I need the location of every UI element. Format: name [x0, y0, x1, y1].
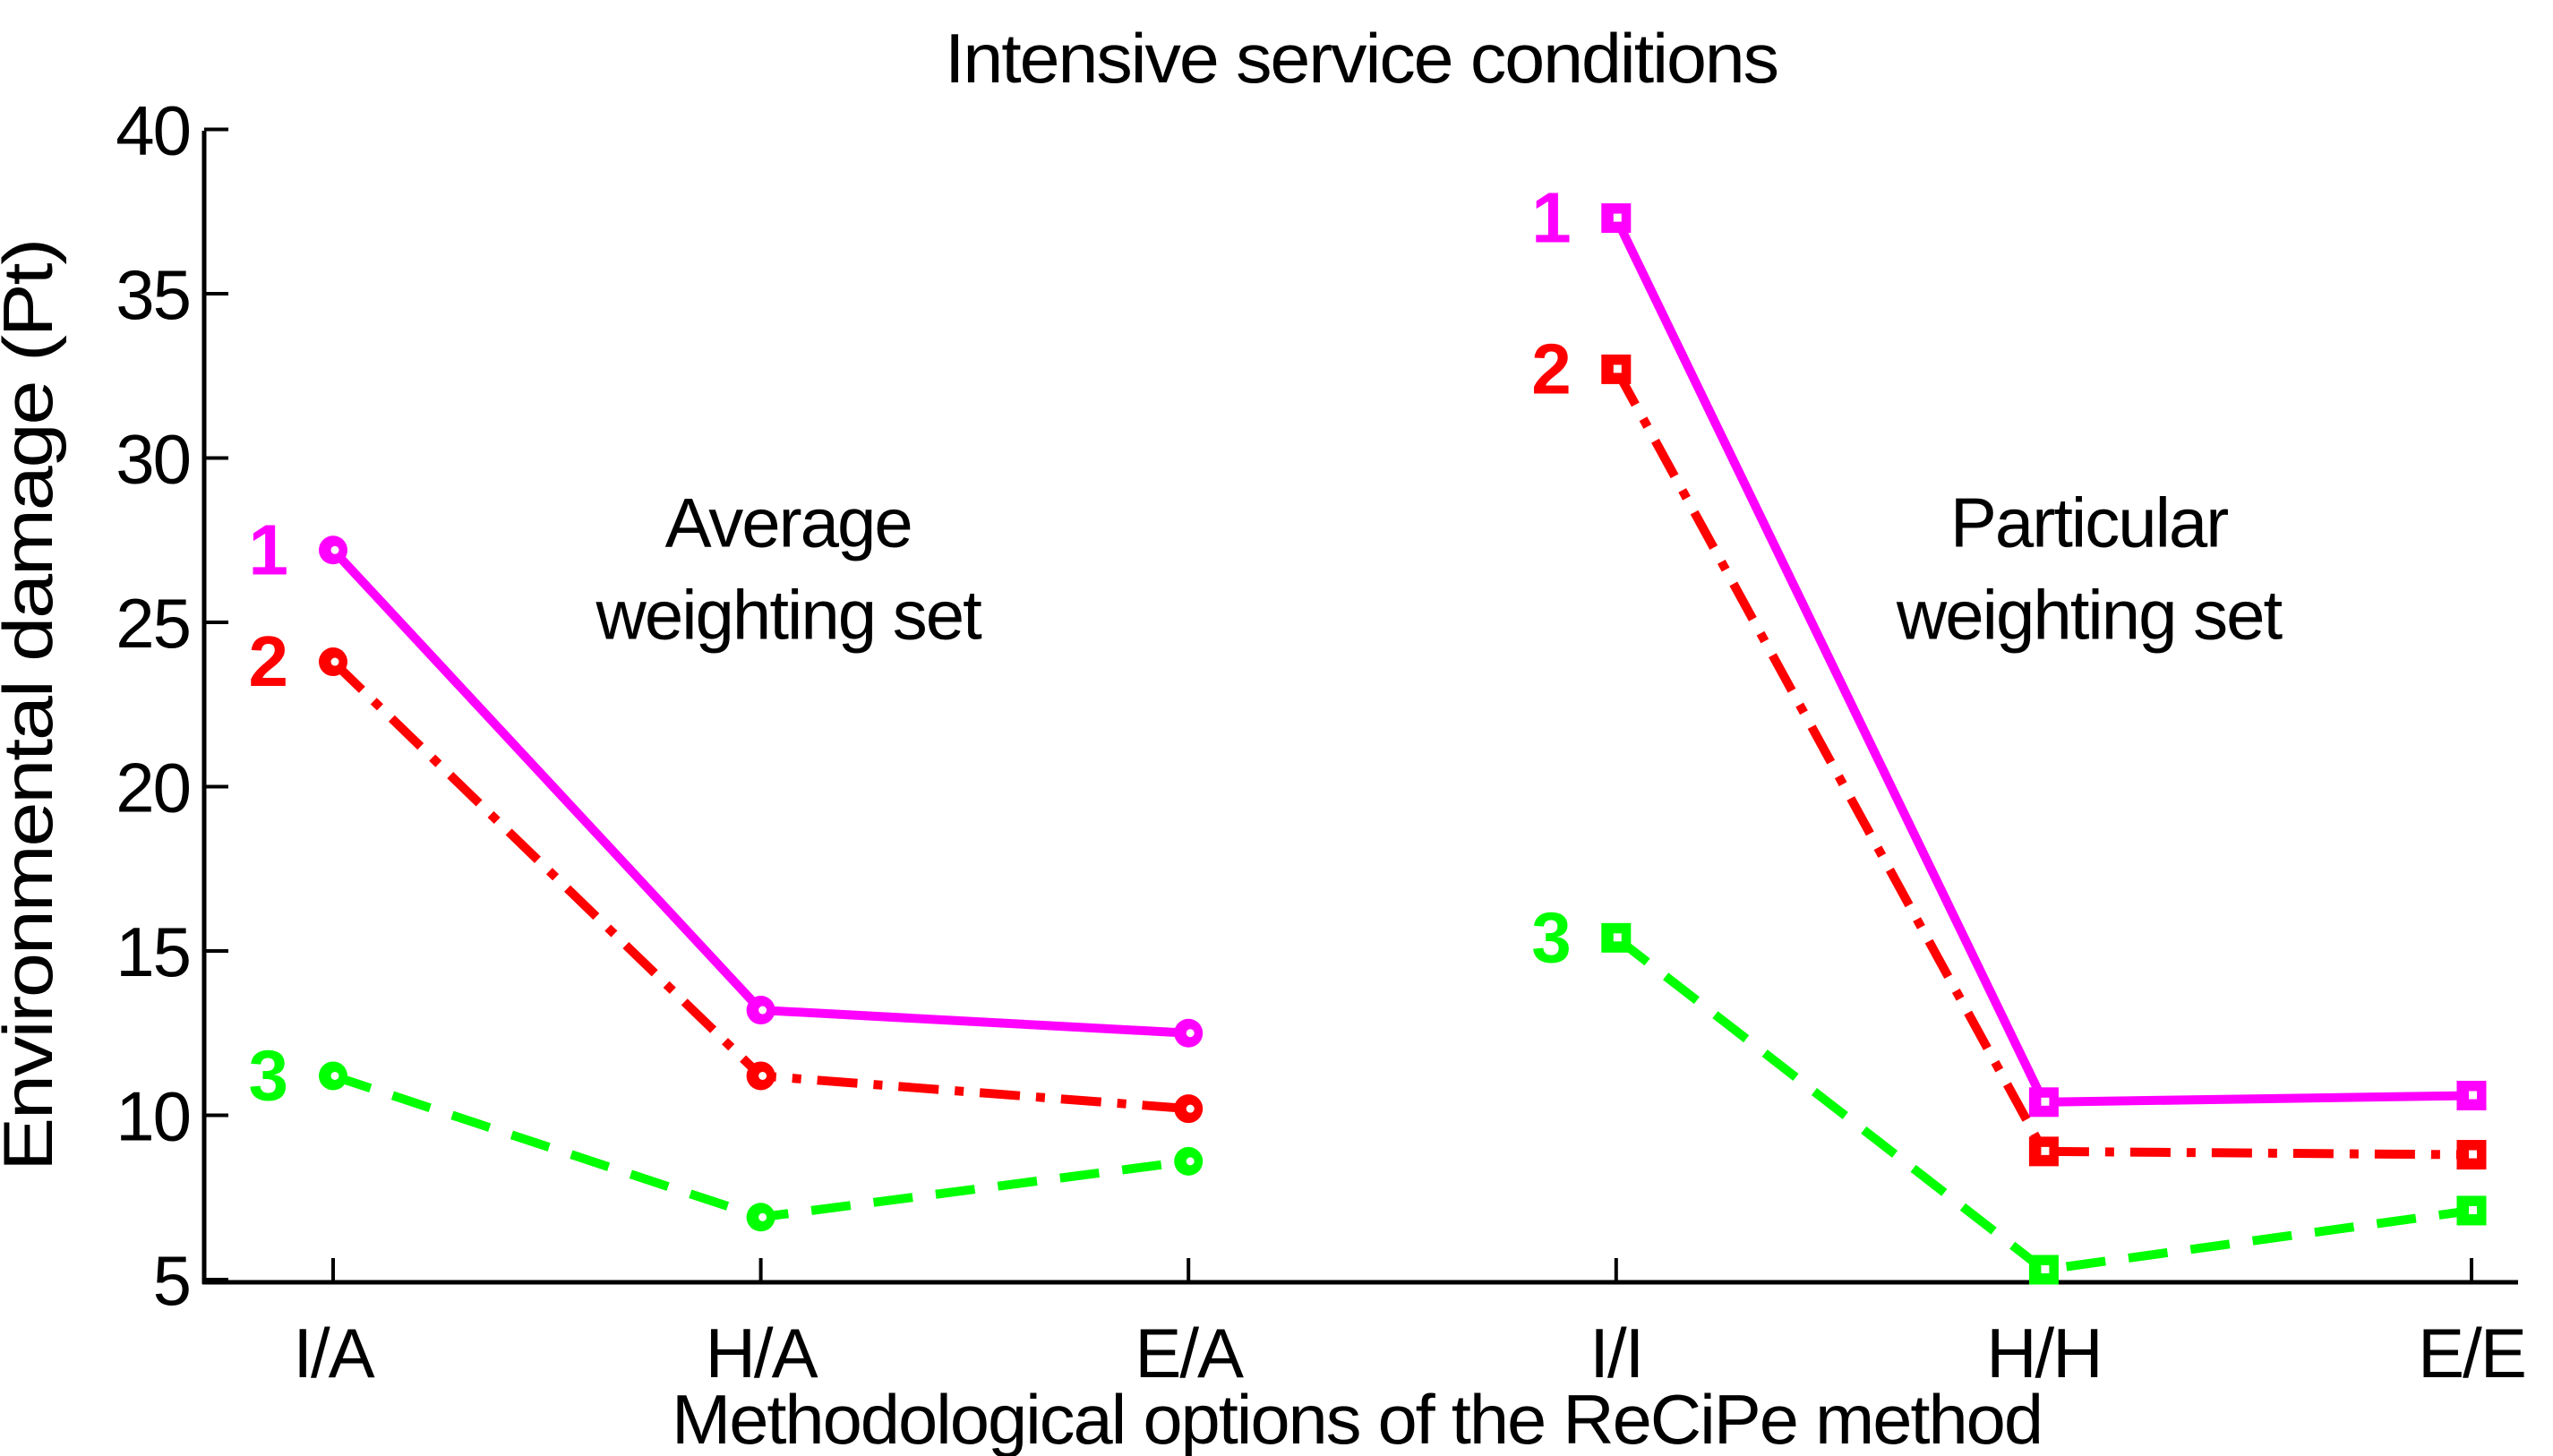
series-number-label: 3: [1531, 897, 1572, 977]
series-particular-1: 1: [1531, 178, 2487, 1118]
series-number-label: 2: [1531, 329, 1572, 408]
series-average-2: 2: [249, 621, 1204, 1124]
x-tick-label: E/E: [2418, 1314, 2525, 1392]
annotation-layer: Average weighting set Particular weighting …: [595, 483, 2285, 654]
series-marker-center: [330, 657, 339, 666]
series-average-1: 1: [249, 510, 1204, 1048]
series-marker-center: [2041, 1264, 2050, 1273]
y-tick-label: 10: [116, 1077, 190, 1156]
series-marker-center: [2469, 1150, 2477, 1159]
chart-title: Intensive service conditions: [945, 19, 1778, 98]
series-line: [1612, 367, 2472, 1160]
x-tick-label: I/I: [1589, 1314, 1642, 1392]
series-marker-center: [758, 1071, 767, 1080]
series-marker-center: [330, 1071, 339, 1080]
annotation-average-weighting-set: Average weighting set: [595, 483, 983, 654]
x-tick-label: H/H: [1986, 1314, 2101, 1392]
y-tick-label: 5: [153, 1241, 190, 1320]
x-axis-label: Methodological options of the ReCiPe met…: [672, 1380, 2042, 1456]
y-tick-label: 35: [116, 255, 190, 334]
axes-layer: 5 10 15 20 25 30 35 40 I/A H/A E/A I/I H/H E/E: [116, 91, 2527, 1393]
series-marker-center: [2469, 1091, 2477, 1100]
series-particular-2: 2: [1531, 329, 2487, 1170]
series-marker-center: [2469, 1205, 2477, 1214]
series-line: [330, 658, 1189, 1114]
series-number-label: 1: [1531, 178, 1572, 258]
y-tick-label: 30: [116, 420, 190, 499]
series-marker-center: [758, 1212, 767, 1221]
y-tick-label: 25: [116, 584, 190, 663]
series-number-label: 1: [249, 510, 289, 589]
x-tick-label: H/A: [706, 1314, 818, 1392]
series-number-label: 2: [249, 621, 289, 701]
series-marker-center: [1186, 1157, 1195, 1166]
series-line: [331, 1071, 1189, 1222]
series-marker-center: [1613, 933, 1622, 942]
series-marker-center: [330, 545, 339, 554]
series-layer: 1 2 3 1 2 3: [249, 178, 2487, 1285]
series-marker-center: [1613, 213, 1622, 222]
series-marker-center: [758, 1006, 767, 1015]
annotation-particular-weighting-set: Particular weighting set: [1896, 483, 2283, 654]
series-marker-center: [2041, 1146, 2050, 1155]
series-line: [1613, 934, 2472, 1275]
series-marker-center: [1186, 1029, 1195, 1038]
y-axis-label: Environmental damage (Pt): [0, 240, 67, 1171]
y-tick-label: 20: [116, 749, 190, 827]
x-tick-label: E/A: [1135, 1314, 1244, 1392]
series-average-3: 3: [249, 1035, 1204, 1232]
series-number-label: 3: [249, 1035, 289, 1115]
series-particular-3: 3: [1531, 897, 2487, 1285]
x-tick-label: I/A: [293, 1314, 374, 1392]
series-marker-center: [1186, 1104, 1195, 1113]
series-marker-center: [1613, 364, 1622, 373]
y-tick-label: 15: [116, 912, 190, 991]
series-marker-center: [2041, 1097, 2050, 1106]
static-labels-layer: Intensive service conditions Methodologi…: [0, 19, 2043, 1456]
y-tick-label: 40: [116, 91, 190, 170]
series-line: [1612, 216, 2472, 1107]
